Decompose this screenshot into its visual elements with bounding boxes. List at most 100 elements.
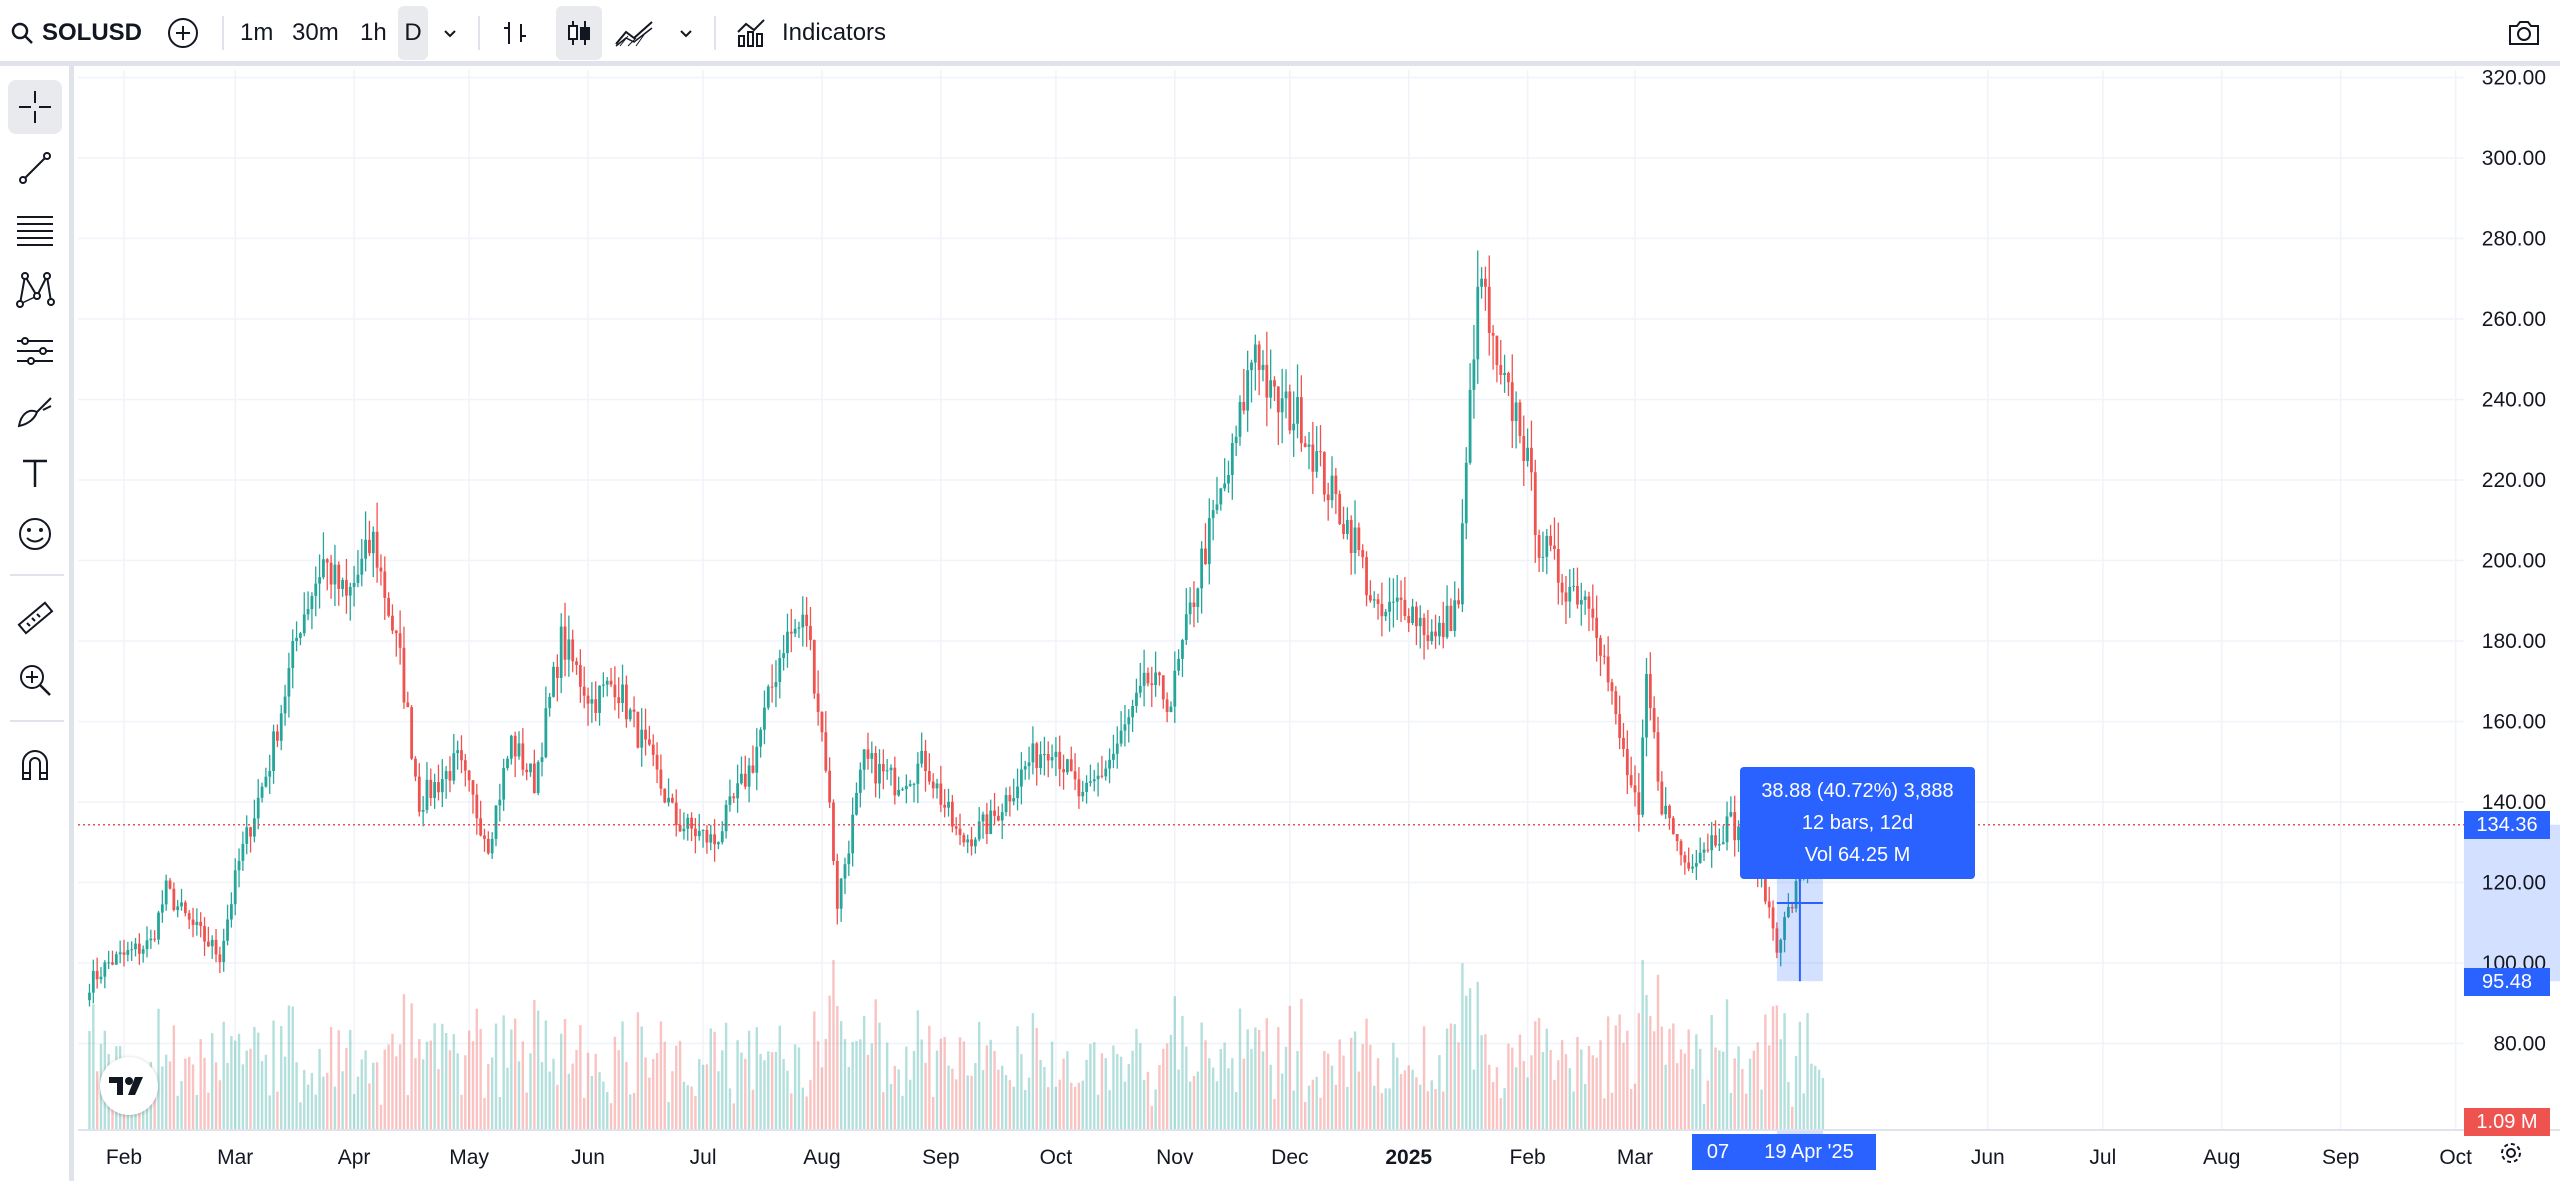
candle-body	[310, 595, 314, 610]
volume-bar	[360, 1059, 363, 1130]
candle-body	[410, 707, 414, 759]
volume-bar	[536, 1010, 540, 1130]
candle-body	[1687, 862, 1691, 869]
candle-body	[1668, 805, 1671, 819]
interval-d[interactable]: D	[398, 6, 428, 60]
candle-body	[1273, 380, 1276, 387]
volume-bar	[744, 1058, 747, 1130]
candle-body	[1549, 535, 1553, 546]
volume-bar	[1457, 1042, 1460, 1130]
candle-body	[417, 776, 421, 812]
candle-body	[1207, 518, 1211, 565]
pattern-tool[interactable]	[8, 263, 62, 317]
volume-bar	[1595, 1057, 1598, 1130]
volume-bar	[1472, 1069, 1476, 1130]
volume-bar	[935, 1050, 939, 1130]
fib-retracement-tool[interactable]	[8, 202, 62, 256]
candle-body	[540, 757, 544, 763]
candle-body	[874, 753, 878, 784]
candle-body	[931, 781, 935, 789]
volume-bar	[1365, 1018, 1368, 1130]
prediction-tool[interactable]	[8, 324, 62, 378]
candle-body	[1384, 611, 1388, 617]
candle-body	[111, 962, 114, 965]
indicators-button[interactable]: Indicators	[736, 0, 886, 66]
volume-bar	[755, 1027, 758, 1130]
candle-body	[287, 668, 291, 697]
candle-body	[747, 765, 751, 787]
candles-button[interactable]	[556, 6, 602, 60]
candle-body	[1215, 504, 1219, 511]
candle-body	[1073, 771, 1077, 780]
volume-bar	[1645, 995, 1648, 1130]
add-symbol-icon	[168, 18, 198, 48]
candle-body	[252, 818, 256, 837]
candle-body	[1219, 488, 1223, 505]
trend-line-tool[interactable]	[8, 141, 62, 195]
volume-bar	[606, 1091, 609, 1130]
candle-body	[103, 962, 107, 977]
candle-body	[1242, 401, 1246, 411]
volume-bar	[1426, 1091, 1430, 1130]
measure-tool[interactable]	[8, 592, 62, 646]
volume-bar	[92, 1004, 95, 1130]
interval-30m[interactable]: 30m	[292, 19, 339, 46]
candle-body	[1391, 601, 1395, 603]
candle-body	[398, 633, 402, 648]
candle-body	[1138, 685, 1142, 693]
candle-body	[337, 564, 341, 589]
chart-area[interactable]: 320.00 300.00 280.00 260.00 240.00 220.00 200.…	[78, 70, 2560, 1181]
text-tool[interactable]	[8, 446, 62, 500]
top-toolbar: SOLUSD 1m 30m 1h D Indicators	[0, 0, 2560, 66]
candle-body	[1625, 748, 1629, 776]
crosshair-tool[interactable]	[8, 80, 62, 134]
area-chart-button[interactable]	[614, 0, 654, 66]
candle-body	[1606, 656, 1610, 683]
volume-bar	[583, 1097, 586, 1130]
brush-tool[interactable]	[8, 385, 62, 439]
candle-body	[1104, 768, 1108, 777]
volume-bar	[1165, 1043, 1169, 1130]
interval-1h[interactable]: 1h	[360, 19, 387, 46]
volume-bar	[1422, 1026, 1426, 1130]
candle-body	[1514, 402, 1518, 422]
volume-bar	[1081, 1080, 1084, 1130]
volume-bar	[1361, 1043, 1364, 1130]
volume-bar	[1445, 1028, 1449, 1130]
candle-body	[1717, 844, 1721, 846]
volume-bar	[1583, 1084, 1587, 1130]
candle-body	[590, 699, 594, 704]
volume-bar	[383, 1049, 386, 1130]
candle-body	[137, 943, 141, 954]
interval-dropdown[interactable]	[440, 0, 460, 66]
candle-body	[268, 771, 272, 777]
volume-bar	[1603, 1098, 1606, 1130]
candle-body	[475, 794, 479, 819]
volume-bar	[728, 1088, 732, 1130]
chart-type-dropdown[interactable]	[676, 0, 696, 66]
candle-body	[801, 614, 805, 628]
volume-bar	[678, 1040, 682, 1130]
tradingview-logo[interactable]	[100, 1057, 158, 1115]
volume-bars	[88, 960, 1825, 1130]
candle-body	[118, 952, 122, 955]
screenshot-button[interactable]	[2506, 0, 2542, 66]
interval-1m[interactable]: 1m	[240, 19, 274, 46]
zoom-in-tool[interactable]	[8, 653, 62, 707]
volume-bar	[387, 1044, 390, 1130]
volume-bar	[663, 1041, 666, 1130]
emoji-tool[interactable]	[8, 507, 62, 561]
price-tick-label: 180.00	[2482, 630, 2546, 653]
volume-bar	[1810, 1063, 1813, 1130]
candle-body	[667, 797, 670, 803]
magnet-tool[interactable]	[8, 738, 62, 792]
compare-symbol-button[interactable]	[166, 0, 200, 66]
candle-body	[306, 609, 310, 615]
bar-chart-button[interactable]	[500, 0, 530, 66]
candlestick-chart[interactable]: 320.00 300.00 280.00 260.00 240.00 220.00 200.…	[78, 70, 2560, 1181]
volume-bar	[433, 1023, 436, 1130]
candle-body	[245, 827, 249, 844]
symbol-search-button[interactable]: SOLUSD	[10, 0, 142, 66]
candles	[88, 250, 1825, 1007]
chart-settings-button[interactable]	[2498, 1140, 2524, 1171]
